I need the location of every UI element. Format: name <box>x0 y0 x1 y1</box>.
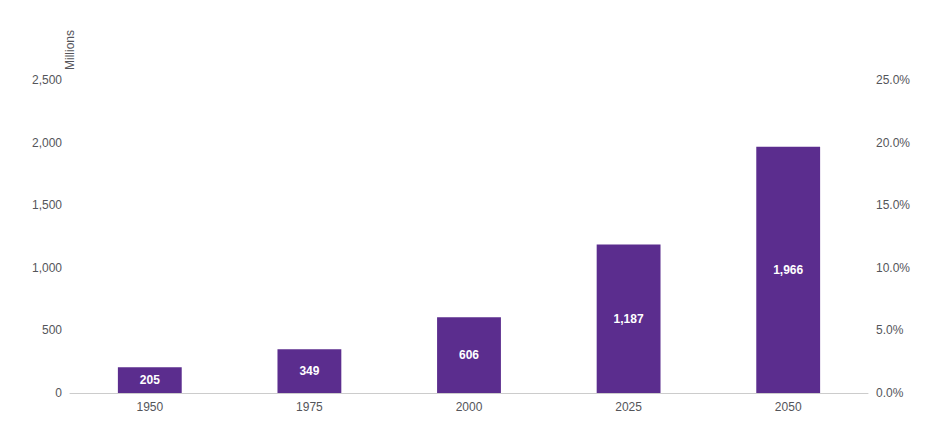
svg-text:2050: 2050 <box>775 400 802 414</box>
svg-text:1,000: 1,000 <box>32 261 62 275</box>
svg-text:2,500: 2,500 <box>32 73 62 87</box>
svg-text:1,500: 1,500 <box>32 198 62 212</box>
svg-text:25.0%: 25.0% <box>876 73 910 87</box>
svg-text:5.0%: 5.0% <box>876 323 904 337</box>
svg-text:1,187: 1,187 <box>614 312 644 326</box>
svg-text:1,966: 1,966 <box>773 263 803 277</box>
svg-text:2025: 2025 <box>615 400 642 414</box>
svg-text:606: 606 <box>459 348 479 362</box>
svg-text:349: 349 <box>299 364 319 378</box>
svg-text:Millions: Millions <box>63 30 77 70</box>
svg-text:2000: 2000 <box>456 400 483 414</box>
svg-text:10.0%: 10.0% <box>876 261 910 275</box>
svg-text:15.0%: 15.0% <box>876 198 910 212</box>
svg-text:20.0%: 20.0% <box>876 136 910 150</box>
svg-text:0.0%: 0.0% <box>876 386 904 400</box>
svg-text:205: 205 <box>140 373 160 387</box>
svg-text:2,000: 2,000 <box>32 136 62 150</box>
svg-text:500: 500 <box>42 323 62 337</box>
svg-text:0: 0 <box>55 386 62 400</box>
svg-text:1975: 1975 <box>296 400 323 414</box>
svg-text:1950: 1950 <box>136 400 163 414</box>
